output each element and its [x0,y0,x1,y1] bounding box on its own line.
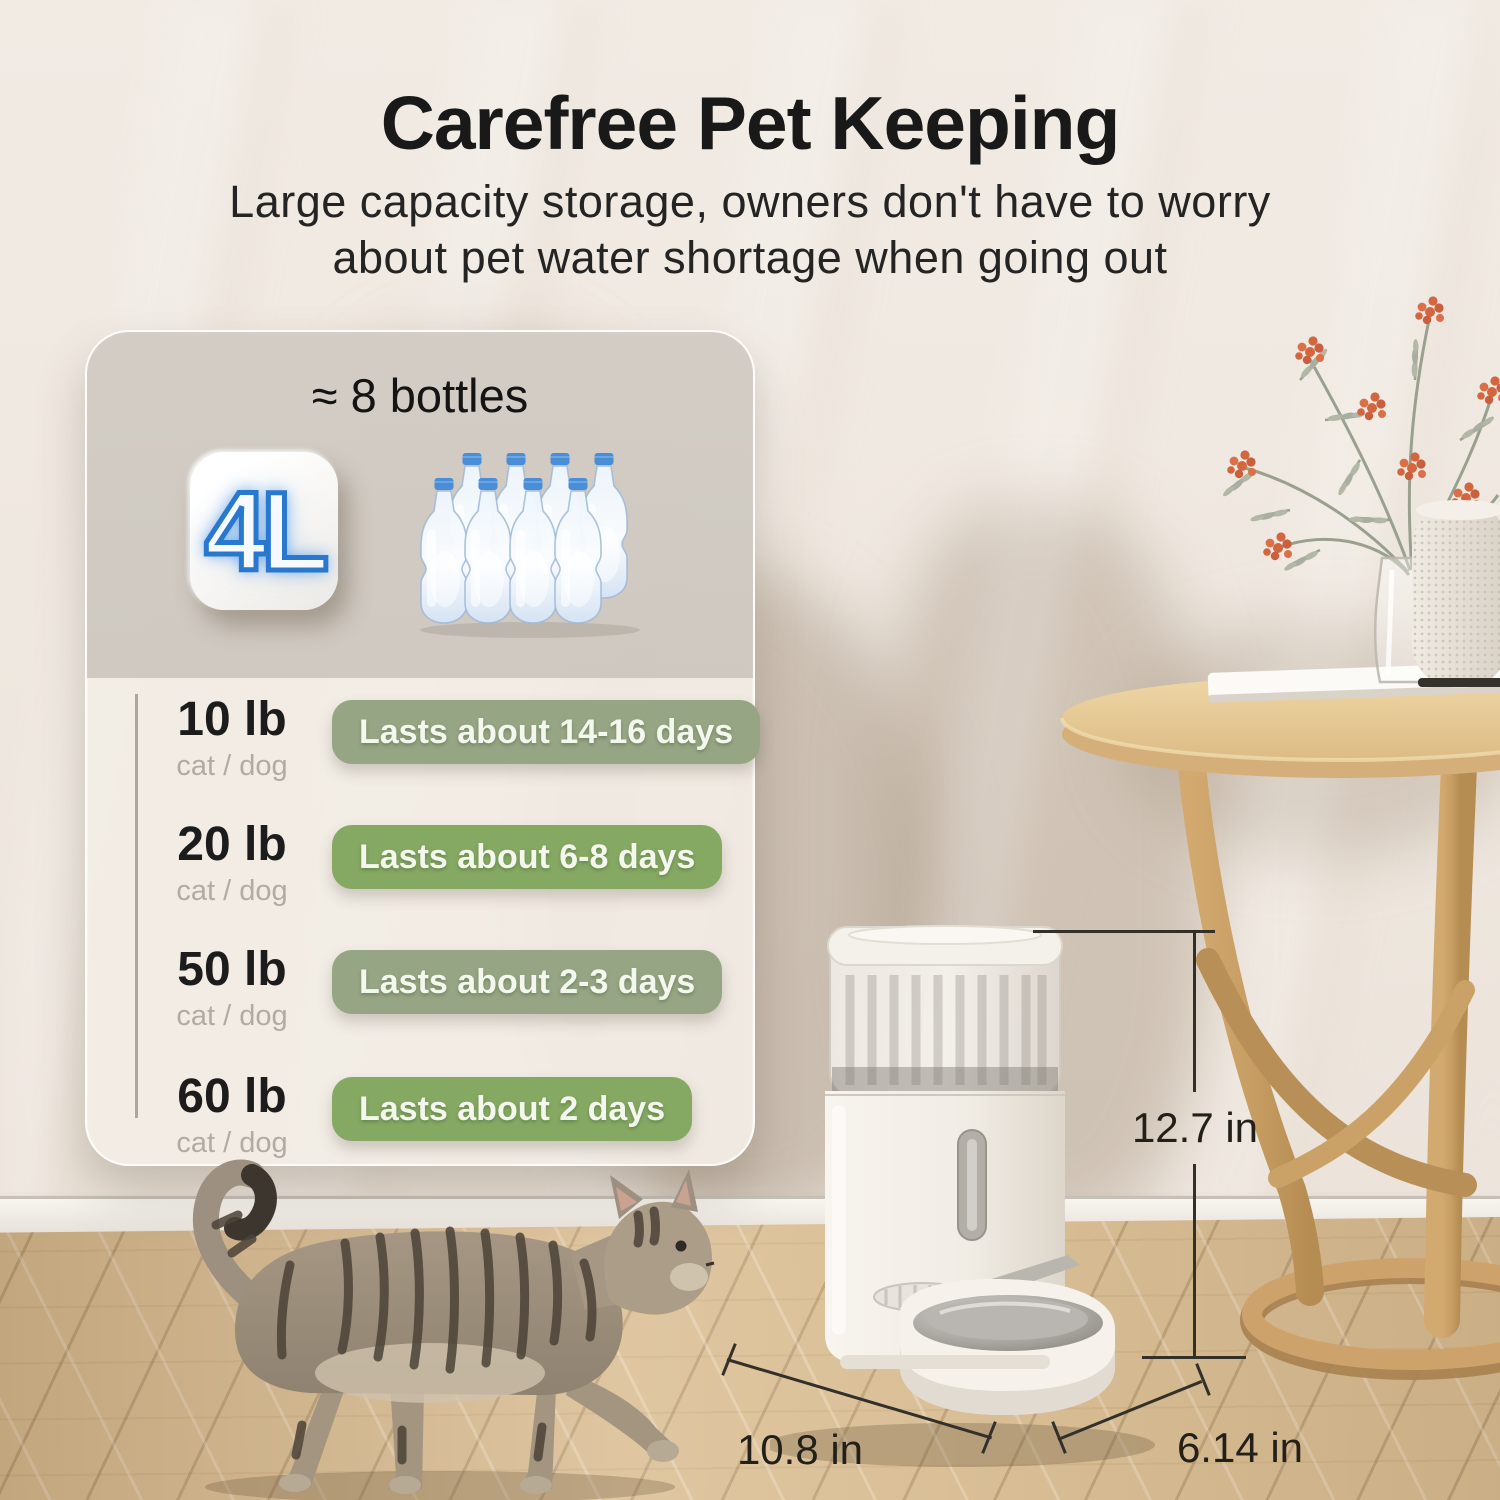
pet-type-label: cat / dog [176,1000,288,1032]
water-bottles-group [420,452,640,638]
capacity-card: ≈ 8 bottles 4L [85,330,761,1166]
dim-height-line-upper [1193,930,1196,1092]
capacity-row: 50 lb cat / dog Lasts about 2-3 days [87,942,753,1052]
duration-pill: Lasts about 6-8 days [332,825,723,889]
dim-height-label: 12.7 in [1131,1104,1259,1151]
dim-height-bottom-tick [1142,1356,1246,1359]
weight-value: 10 lb [177,693,287,746]
page-title: Carefree Pet Keeping [380,81,1121,165]
capacity-value: 4L [202,466,332,596]
capacity-row: 60 lb cat / dog Lasts about 2 days [87,1069,753,1179]
duration-pill: Lasts about 2 days [332,1077,693,1141]
dim-height-line-lower [1193,1164,1196,1356]
weight-value: 60 lb [177,1070,287,1123]
dim-height-top-tick [1033,930,1215,933]
capacity-row: 10 lb cat / dog Lasts about 14-16 days [87,692,761,802]
weight-value: 20 lb [177,818,287,871]
subtitle-line-1: Large capacity storage, owners don't hav… [229,176,1271,227]
duration-pill: Lasts about 2-3 days [332,950,723,1014]
bottle-equivalence-text: ≈ 8 bottles [311,369,529,422]
capacity-row: 20 lb cat / dog Lasts about 6-8 days [87,817,753,927]
dim-depth-label: 6.14 in [1176,1424,1304,1471]
pet-type-label: cat / dog [176,750,288,782]
pet-type-label: cat / dog [176,1127,288,1159]
rows-divider-line [135,694,138,1118]
pet-type-label: cat / dog [176,875,288,907]
duration-pill: Lasts about 14-16 days [332,700,761,764]
capacity-badge: 4L [190,452,338,610]
water-dispenser-graphic [770,925,1155,1467]
plant-vase-speaker-graphic [1207,296,1500,703]
subtitle-line-2: about pet water shortage when going out [332,232,1168,283]
dim-width-label: 10.8 in [736,1426,864,1473]
table-graphic [1060,676,1500,1380]
cat-graphic [192,1159,715,1500]
weight-value: 50 lb [177,943,287,996]
